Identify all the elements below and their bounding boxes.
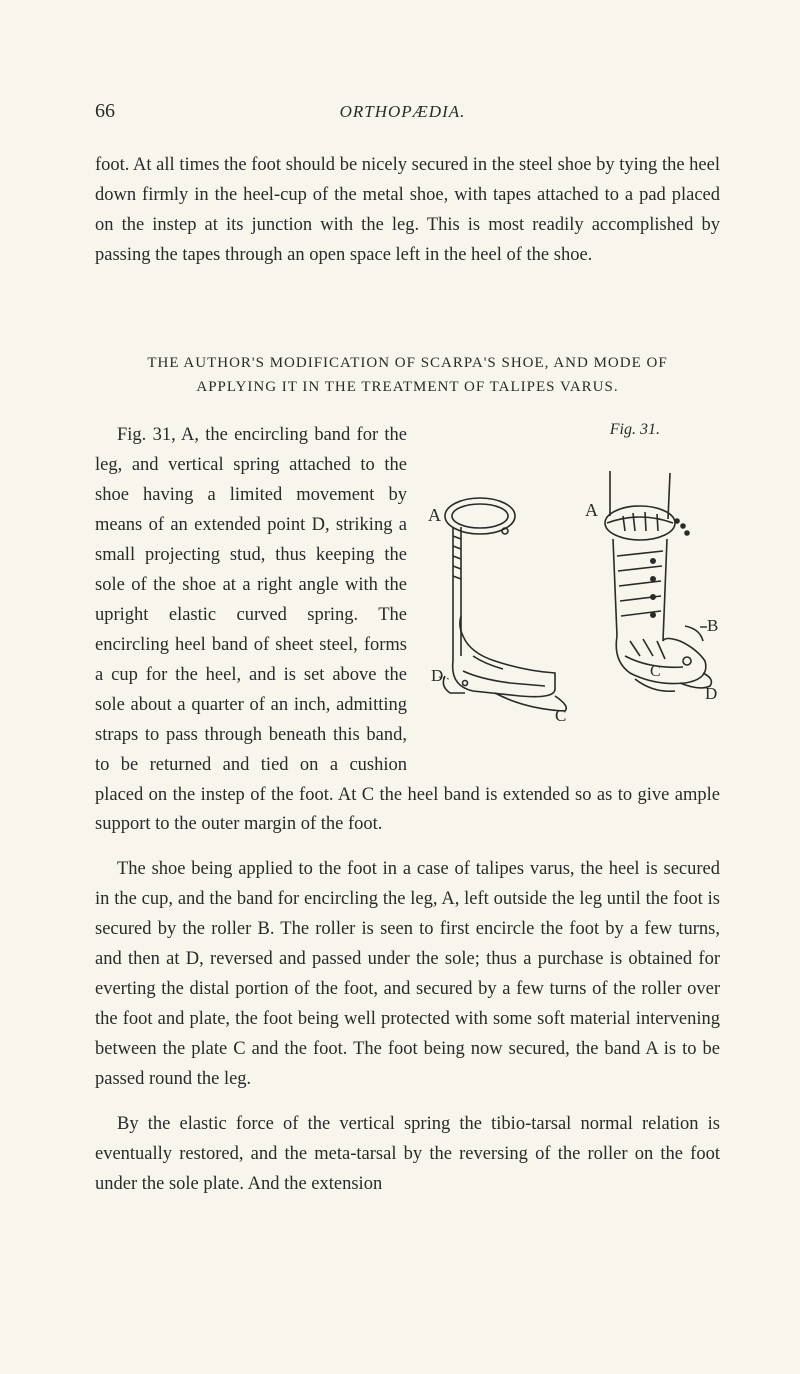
label-d-left: D	[431, 666, 443, 685]
label-c-right: C	[650, 663, 661, 680]
label-b: B	[707, 616, 718, 635]
figure-31-svg: A A B C C D D	[425, 461, 720, 771]
paragraph-3: The shoe being applied to the foot in a …	[95, 855, 720, 1095]
page-header: 66 ORTHOPÆDIA.	[95, 100, 720, 123]
label-a-right: A	[585, 500, 598, 520]
paragraph-4: By the elastic force of the vertical spr…	[95, 1110, 720, 1200]
figure-caption: Fig. 31.	[610, 421, 660, 439]
paragraph-1: foot. At all times the foot should be ni…	[95, 151, 720, 271]
section-title-line-2: APPLYING IT IN THE TREATMENT OF TALIPES …	[196, 379, 618, 395]
section-title-line-1: THE AUTHOR'S MODIFICATION OF SCARPA'S SH…	[147, 355, 667, 371]
content-wrap: Fig. 31.	[95, 421, 720, 1215]
figure-31: Fig. 31.	[425, 421, 720, 761]
label-a-left: A	[428, 505, 441, 525]
label-d-right: D	[705, 684, 717, 703]
section-title: THE AUTHOR'S MODIFICATION OF SCARPA'S SH…	[95, 351, 720, 399]
book-title: ORTHOPÆDIA.	[115, 102, 690, 122]
label-c-left: C	[555, 706, 566, 725]
page-number: 66	[95, 100, 115, 123]
section-divider	[95, 286, 720, 316]
